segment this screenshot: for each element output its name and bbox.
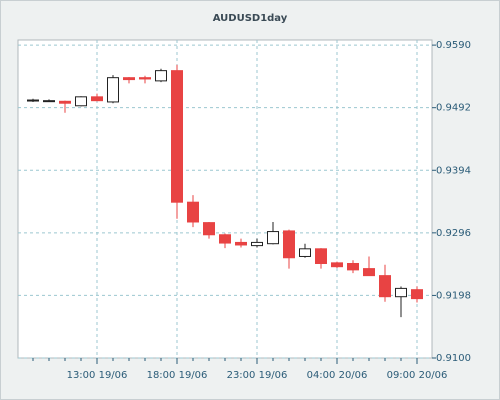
y-tick-label: 0.9296 [436, 228, 471, 239]
candle-body [347, 262, 359, 271]
candle-body [395, 287, 407, 298]
candle-body [379, 275, 391, 298]
chart-title: AUDUSD1day [213, 13, 288, 24]
candle-body [59, 100, 71, 104]
candle-body [411, 289, 423, 300]
y-tick-label: 0.9198 [436, 290, 471, 301]
candle-body [91, 96, 103, 102]
candle-body [187, 201, 199, 223]
candle-body [251, 241, 263, 247]
candle-body [299, 248, 311, 257]
candle-body [75, 96, 87, 107]
plot-area [17, 39, 433, 359]
y-tick-label: 0.9590 [436, 40, 471, 51]
x-tick-label: 13:00 19/06 [67, 370, 128, 381]
candle-body [235, 241, 247, 246]
candle-body [331, 262, 343, 268]
candle-body [123, 77, 135, 81]
y-tick-label: 0.9394 [436, 165, 471, 176]
candle-body [171, 70, 183, 203]
candle-body [267, 231, 279, 245]
candle-body [155, 70, 167, 82]
candle-body [283, 230, 295, 259]
candle-body [203, 222, 215, 236]
candle-body [27, 99, 39, 102]
candle-body [107, 77, 119, 103]
candle-body [43, 100, 55, 103]
x-tick-label: 23:00 19/06 [227, 370, 288, 381]
y-tick-label: 0.9492 [436, 103, 471, 114]
candle-body [363, 268, 375, 277]
x-tick-label: 04:00 20/06 [307, 370, 368, 381]
candle-body [219, 234, 231, 244]
x-tick-label: 18:00 19/06 [147, 370, 208, 381]
x-tick-label: 09:00 20/06 [387, 370, 448, 381]
candle-body [139, 77, 151, 80]
candle-body [315, 248, 327, 264]
y-tick-label: 0.9100 [436, 353, 471, 364]
